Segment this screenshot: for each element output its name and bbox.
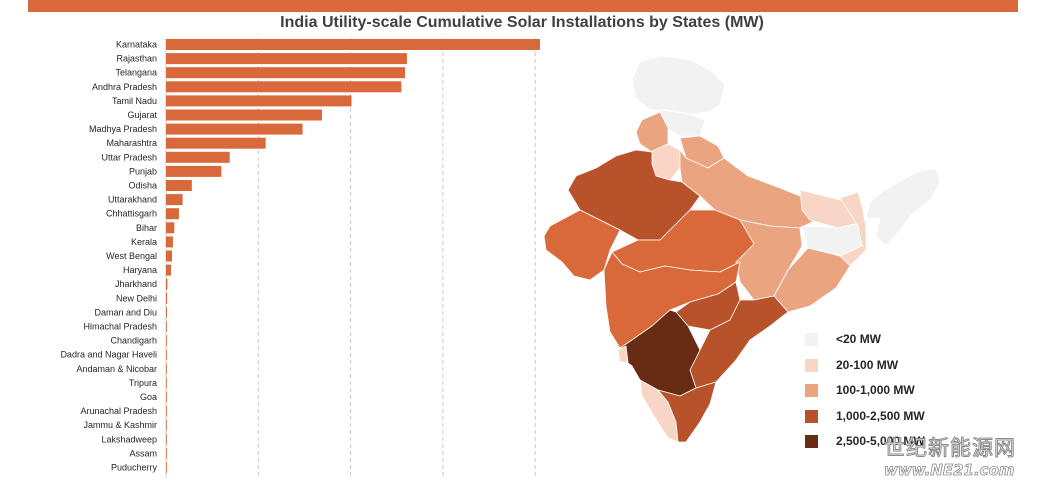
- category-label: Chhattisgarh: [106, 209, 157, 219]
- bar: [166, 250, 172, 262]
- category-label: Bihar: [136, 223, 157, 233]
- bar: [166, 194, 183, 206]
- bar: [166, 180, 192, 191]
- bar: [166, 419, 167, 431]
- legend-swatch: [805, 409, 818, 423]
- map-region-goa: [617, 345, 629, 363]
- bar: [166, 95, 352, 107]
- legend-label: <20 MW: [836, 332, 882, 346]
- bar: [166, 208, 179, 220]
- category-label: Telangana: [115, 68, 157, 78]
- legend-swatch: [805, 333, 818, 346]
- category-label: Puducherry: [111, 463, 158, 473]
- bar: [166, 123, 303, 135]
- legend-label: 2,500-5,000 MW: [836, 434, 925, 449]
- watermark-url: www.NE21.com: [884, 461, 1015, 480]
- bar: [166, 391, 167, 403]
- bar: [166, 377, 167, 389]
- watermark: 世纪新能源网 www.NE21.com: [884, 432, 1044, 480]
- bar: [166, 109, 322, 121]
- bar: [166, 222, 175, 234]
- legend-label: 1,000-2,500 MW: [836, 408, 925, 423]
- category-label: Gujarat: [127, 110, 157, 120]
- bar: [166, 137, 266, 149]
- category-label: Uttar Pradesh: [101, 152, 157, 162]
- category-label: Goa: [140, 392, 157, 402]
- bar: [166, 349, 167, 361]
- category-label: Arunachal Pradesh: [80, 406, 157, 416]
- category-label: Andaman & Nicobar: [76, 364, 157, 374]
- bar: [166, 447, 167, 459]
- bar: [166, 321, 167, 332]
- map-region-northeast: [865, 167, 941, 247]
- bar: [166, 81, 402, 93]
- category-label: Tripura: [129, 378, 157, 388]
- category-label: Chandigarh: [110, 336, 157, 346]
- category-label: Jharkhand: [115, 279, 157, 289]
- bar: [166, 39, 540, 50]
- category-label: Uttarakhand: [108, 195, 157, 205]
- bar: [166, 151, 230, 163]
- category-label: Daman and Diu: [94, 307, 157, 317]
- bar: [166, 67, 406, 79]
- legend-label: 100-1,000 MW: [836, 383, 915, 398]
- category-label: Madhya Pradesh: [89, 124, 157, 134]
- bar: [166, 335, 167, 347]
- category-label: Dadra and Nagar Haveli: [60, 350, 157, 360]
- category-label: Himachal Pradesh: [83, 322, 157, 332]
- category-label: Andhra Pradesh: [92, 82, 157, 92]
- legend-label: 20-100 MW: [836, 357, 899, 372]
- category-label: Tamil Nadu: [112, 96, 157, 106]
- bar: [166, 264, 172, 276]
- bar: [166, 53, 407, 65]
- top-accent-bar: [28, 0, 1018, 12]
- category-label: West Bengal: [106, 251, 157, 261]
- bar: [166, 462, 167, 473]
- category-label: Jammu & Kashmir: [83, 420, 157, 430]
- category-label: New Delhi: [116, 293, 157, 303]
- category-label: Lakshadweep: [101, 434, 157, 444]
- bar: [166, 236, 173, 248]
- bar-chart: Karnataka Rajasthan Telangana Andhra Prades…: [60, 38, 540, 478]
- category-label: Punjab: [129, 166, 157, 176]
- category-label: Rajasthan: [116, 54, 157, 64]
- map-region-jammu-kashmir: [631, 55, 726, 115]
- category-label: Karnataka: [116, 40, 157, 50]
- india-map: [543, 55, 941, 443]
- watermark-text-cn: 世纪新能源网: [884, 436, 1016, 461]
- bar: [166, 292, 168, 304]
- legend-swatch: [805, 435, 818, 449]
- bar: [166, 405, 167, 417]
- bar: [166, 306, 167, 318]
- map-region-tamil-nadu: [657, 381, 717, 443]
- bar: [166, 278, 168, 290]
- category-label: Maharashtra: [106, 138, 157, 148]
- map-region-west-bengal: [839, 191, 867, 267]
- map-region-gujarat: [543, 209, 621, 281]
- chart-title: India Utility-scale Cumulative Solar Ins…: [280, 14, 764, 31]
- legend-swatch: [805, 358, 818, 372]
- category-label: Haryana: [123, 265, 157, 275]
- bar: [166, 433, 167, 445]
- category-label: Odisha: [128, 181, 157, 191]
- bar: [166, 165, 222, 177]
- map-region-karnataka: [619, 309, 701, 397]
- category-label: Assam: [129, 448, 157, 458]
- bar: [166, 363, 167, 375]
- category-label: Kerala: [131, 237, 157, 247]
- legend-swatch: [805, 384, 818, 398]
